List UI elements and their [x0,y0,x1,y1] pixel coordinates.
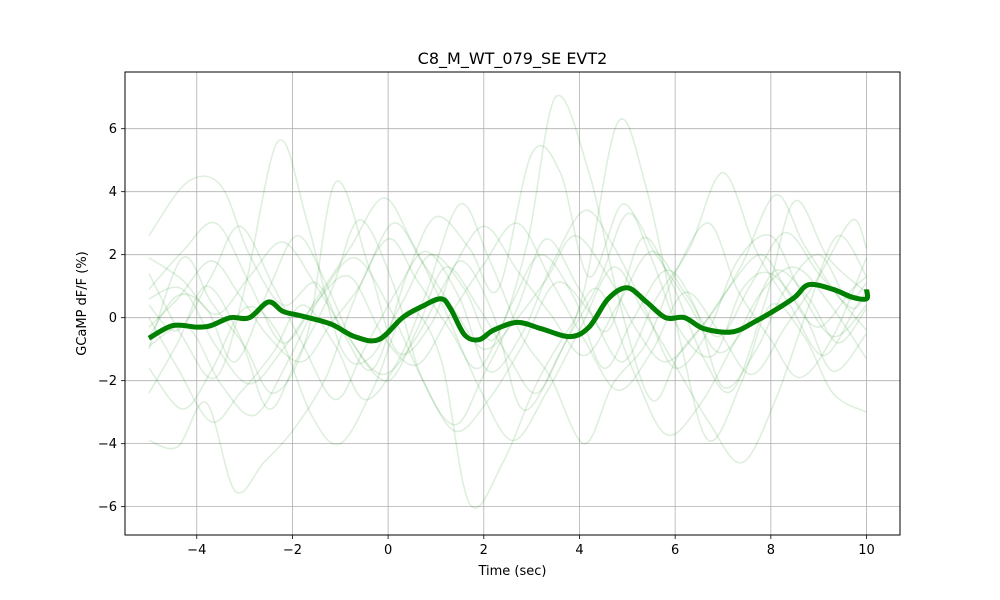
y-tick-label: 2 [109,248,117,263]
trial-line [148,238,868,494]
x-tick-label: −2 [283,543,302,558]
x-tick-label: 2 [480,543,488,558]
grid [125,72,900,535]
x-tick-label: 4 [575,543,583,558]
trial-line [148,203,868,445]
trial-lines [148,94,868,509]
x-tick-label: 0 [384,543,392,558]
trial-line [148,209,868,401]
trial-line [148,266,868,509]
x-axis-ticks: −4 −2 0 2 4 6 8 10 [187,535,875,558]
x-tick-label: −4 [187,543,206,558]
x-tick-label: 10 [858,543,875,558]
trial-line [148,94,868,402]
x-axis-label: Time (sec) [477,564,546,579]
trial-line [148,171,868,433]
y-tick-label: −2 [98,374,117,389]
trial-line [148,197,868,464]
y-tick-label: −4 [98,437,117,452]
mean-line-group [147,281,871,344]
y-tick-label: 0 [109,311,117,326]
y-axis-label: GCaMP dF/F (%) [75,251,90,356]
chart-title: C8_M_WT_079_SE EVT2 [418,49,608,69]
trial-line [148,225,868,376]
x-tick-label: 8 [767,543,775,558]
y-tick-label: 6 [109,122,117,137]
x-tick-label: 6 [671,543,679,558]
trial-line [148,218,868,391]
trial-line [148,144,868,373]
y-tick-label: 4 [109,185,117,200]
trial-line [148,118,867,442]
plot-area-frame [124,71,901,536]
y-tick-label: −6 [98,500,117,515]
y-axis-ticks: −6 −4 −2 0 2 4 6 [98,122,125,515]
mean-line [147,281,871,344]
